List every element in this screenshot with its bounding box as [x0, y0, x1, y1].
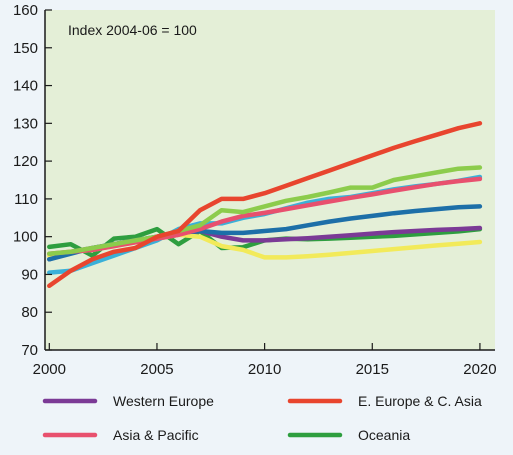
x-tick-label: 2005: [140, 361, 173, 378]
y-tick-label: 100: [13, 229, 38, 246]
plot-background: [45, 10, 495, 350]
y-tick-label: 160: [13, 2, 38, 19]
y-tick-label: 150: [13, 40, 38, 57]
legend-label-e-europe-c-asia: E. Europe & C. Asia: [358, 393, 482, 409]
y-tick-label: 80: [21, 304, 38, 321]
y-tick-label: 110: [14, 191, 38, 208]
legend-label-asia-pacific: Asia & Pacific: [113, 427, 199, 443]
series-line-unlabeled-6: [47, 165, 483, 256]
x-tick-label: 2020: [463, 361, 496, 378]
y-tick-label: 70: [21, 342, 38, 359]
y-tick-label: 120: [13, 153, 38, 170]
legend: Western Europe E. Europe & C. Asia Asia & …: [42, 393, 482, 443]
chart-annotation: Index 2004-06 = 100: [68, 22, 197, 38]
series-line-e-europe-c-asia: [47, 121, 483, 289]
x-tick-label: 2010: [248, 361, 281, 378]
series-layer: [47, 121, 483, 289]
legend-label-western-europe: Western Europe: [113, 393, 214, 409]
y-tick-label: 130: [13, 115, 38, 132]
x-tick-label: 2000: [33, 361, 66, 378]
legend-label-oceania: Oceania: [358, 427, 410, 443]
x-tick-label: 2015: [356, 361, 389, 378]
axes: 70 80 90 100 110 120 130 140 150 160 2000 2005 2010 2…: [13, 2, 497, 378]
y-tick-label: 90: [21, 266, 38, 283]
y-tick-label: 140: [13, 78, 38, 95]
